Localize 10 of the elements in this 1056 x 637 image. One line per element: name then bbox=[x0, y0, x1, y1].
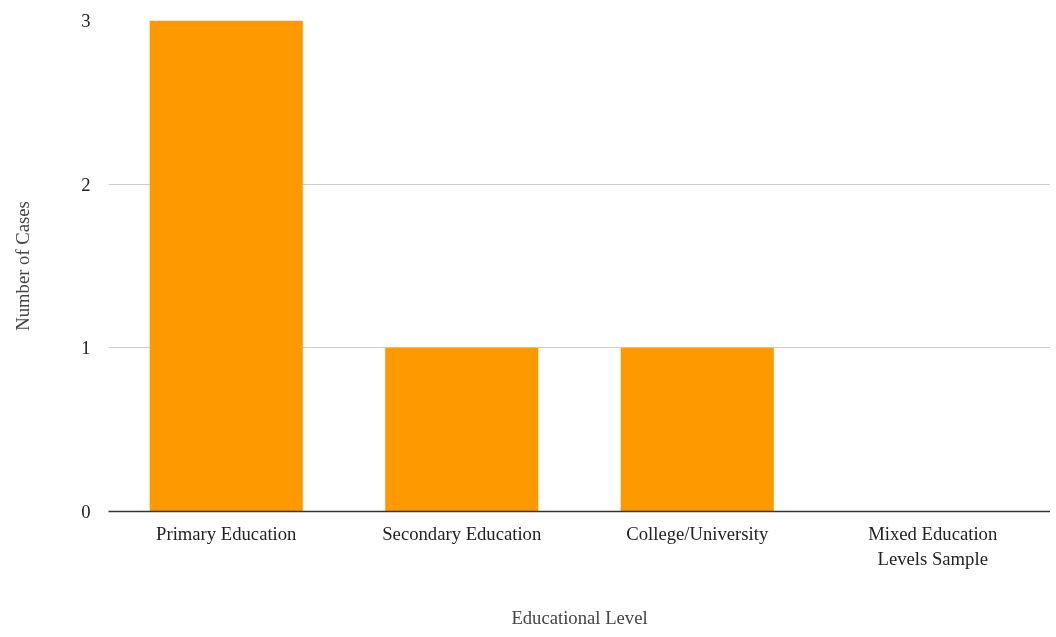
x-tick-label: Primary Education bbox=[156, 522, 298, 544]
y-tick-label: 3 bbox=[81, 10, 91, 31]
x-tick-label: College/University bbox=[626, 522, 769, 544]
y-axis-title: Number of Cases bbox=[12, 201, 34, 331]
y-tick-label: 0 bbox=[81, 501, 91, 522]
y-tick-label: 2 bbox=[81, 173, 91, 195]
y-tick-label: 1 bbox=[81, 337, 91, 359]
x-tick-label: Secondary Education bbox=[382, 522, 542, 544]
x-tick-label: Mixed Education Levels Sample bbox=[868, 522, 998, 569]
x-axis-title: Educational Level bbox=[511, 606, 648, 628]
